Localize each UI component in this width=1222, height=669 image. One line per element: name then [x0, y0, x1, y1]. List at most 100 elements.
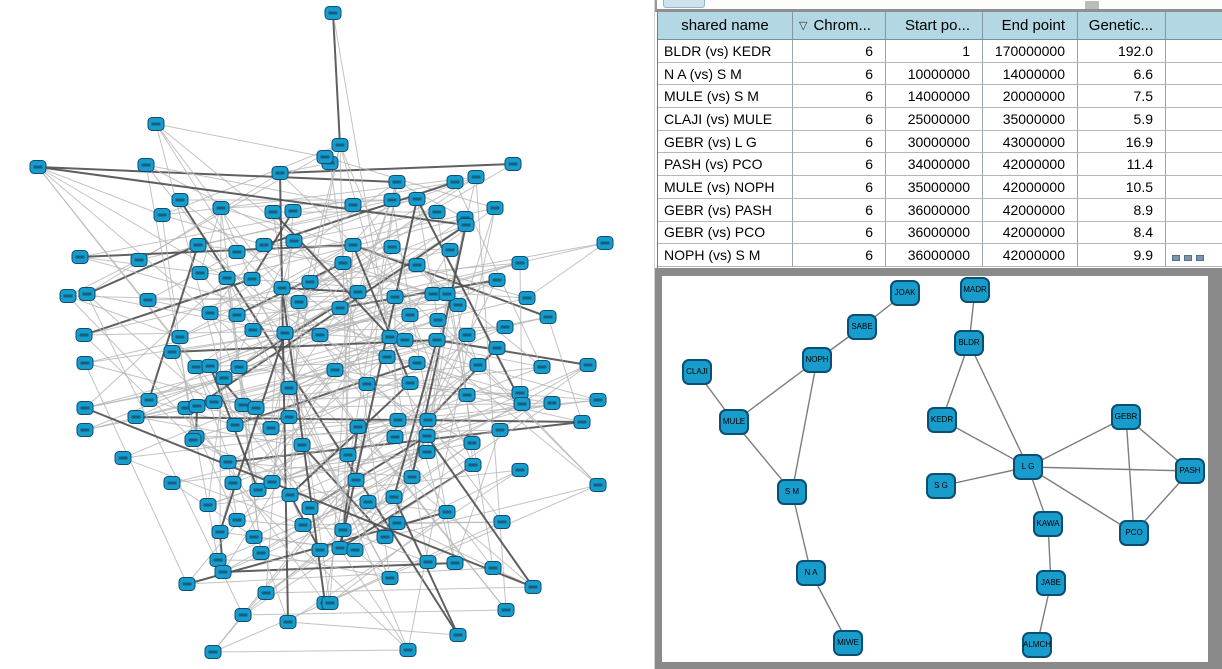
overview-node[interactable]	[401, 308, 419, 322]
overview-node[interactable]	[184, 433, 202, 447]
overview-node[interactable]	[271, 166, 289, 180]
overview-node[interactable]	[464, 458, 482, 472]
overview-node[interactable]	[493, 515, 511, 529]
overview-node[interactable]	[230, 360, 248, 374]
overview-node[interactable]	[326, 363, 344, 377]
detail-node-sabe[interactable]: SABE	[847, 314, 877, 340]
overview-node[interactable]	[381, 330, 399, 344]
overview-node[interactable]	[59, 289, 77, 303]
overview-node[interactable]	[219, 455, 237, 469]
overview-node[interactable]	[334, 256, 352, 270]
overview-node[interactable]	[147, 117, 165, 131]
overview-network-panel[interactable]	[0, 0, 655, 669]
overview-node[interactable]	[273, 281, 291, 295]
overview-node[interactable]	[349, 285, 367, 299]
table-row[interactable]: BLDR (vs) KEDR 6 1 170000000 192.0	[658, 40, 1222, 63]
overview-node[interactable]	[358, 377, 376, 391]
overview-node[interactable]	[212, 201, 230, 215]
detail-node-pash[interactable]: PASH	[1175, 458, 1205, 484]
table-row[interactable]: N A (vs) S M 6 10000000 14000000 6.6	[658, 62, 1222, 86]
overview-node[interactable]	[359, 495, 377, 509]
overview-node[interactable]	[209, 553, 227, 567]
overview-node[interactable]	[215, 371, 233, 385]
table-row[interactable]: GEBR (vs) PASH 6 36000000 42000000 8.9	[658, 198, 1222, 222]
overview-node[interactable]	[396, 333, 414, 347]
overview-node[interactable]	[346, 543, 364, 557]
overview-node[interactable]	[388, 516, 406, 530]
overview-node[interactable]	[496, 320, 514, 334]
overview-node[interactable]	[331, 541, 349, 555]
overview-node[interactable]	[488, 273, 506, 287]
column-header-startpo[interactable]: Start po...	[886, 12, 983, 40]
detail-node-sg[interactable]: S G	[926, 473, 956, 499]
table-row[interactable]: CLAJI (vs) MULE 6 25000000 35000000 5.9	[658, 108, 1222, 131]
detail-node-claji[interactable]: CLAJI	[682, 359, 712, 385]
column-header-endpoint[interactable]: End point	[983, 12, 1078, 40]
overview-node[interactable]	[205, 395, 223, 409]
overview-node[interactable]	[214, 565, 232, 579]
detail-node-madr[interactable]: MADR	[960, 277, 990, 303]
overview-node[interactable]	[139, 293, 157, 307]
overview-node[interactable]	[71, 250, 89, 264]
overview-node[interactable]	[244, 323, 262, 337]
detail-node-almch[interactable]: ALMCH	[1022, 632, 1052, 658]
overview-node[interactable]	[386, 290, 404, 304]
overview-node[interactable]	[171, 330, 189, 344]
overview-node[interactable]	[228, 513, 246, 527]
overview-node[interactable]	[171, 193, 189, 207]
overview-node[interactable]	[347, 473, 365, 487]
overview-node[interactable]	[458, 328, 476, 342]
overview-node[interactable]	[349, 420, 367, 434]
overview-node[interactable]	[539, 310, 557, 324]
overview-node[interactable]	[284, 204, 302, 218]
overview-node[interactable]	[399, 643, 417, 657]
column-header-spare[interactable]	[1166, 12, 1222, 40]
overview-node[interactable]	[140, 393, 158, 407]
overview-node[interactable]	[334, 523, 352, 537]
overview-node[interactable]	[344, 198, 362, 212]
overview-node[interactable]	[204, 645, 222, 659]
overview-node[interactable]	[301, 501, 319, 515]
overview-node[interactable]	[543, 396, 561, 410]
column-header-sharedname[interactable]: shared name	[658, 12, 793, 40]
column-header-genetic[interactable]: Genetic...	[1078, 12, 1166, 40]
overview-node[interactable]	[469, 358, 487, 372]
overview-node[interactable]	[408, 356, 426, 370]
overview-node[interactable]	[226, 418, 244, 432]
overview-node[interactable]	[127, 410, 145, 424]
overview-node[interactable]	[211, 525, 229, 539]
overview-node[interactable]	[513, 397, 531, 411]
overview-node[interactable]	[311, 328, 329, 342]
overview-node[interactable]	[276, 326, 294, 340]
overview-node[interactable]	[408, 192, 426, 206]
overview-node[interactable]	[252, 546, 270, 560]
overview-node[interactable]	[596, 236, 614, 250]
overview-node[interactable]	[383, 240, 401, 254]
overview-node[interactable]	[263, 475, 281, 489]
overview-node[interactable]	[467, 170, 485, 184]
overview-node[interactable]	[579, 358, 597, 372]
detail-node-sm[interactable]: S M	[777, 479, 807, 505]
table-row[interactable]: NOPH (vs) S M 6 36000000 42000000 9.9	[658, 244, 1222, 267]
overview-node[interactable]	[511, 463, 529, 477]
overview-node[interactable]	[408, 258, 426, 272]
overview-node[interactable]	[191, 266, 209, 280]
overview-node[interactable]	[228, 245, 246, 259]
overview-node[interactable]	[381, 571, 399, 585]
detail-node-gebr[interactable]: GEBR	[1111, 404, 1141, 430]
overview-node[interactable]	[76, 356, 94, 370]
overview-node[interactable]	[153, 208, 171, 222]
overview-node[interactable]	[573, 415, 591, 429]
table-row[interactable]: GEBR (vs) L G 6 30000000 43000000 16.9	[658, 130, 1222, 154]
overview-node[interactable]	[438, 505, 456, 519]
overview-node[interactable]	[383, 193, 401, 207]
panel-tab[interactable]	[663, 0, 705, 8]
overview-node[interactable]	[201, 306, 219, 320]
overview-node[interactable]	[438, 287, 456, 301]
overview-node[interactable]	[247, 401, 265, 415]
overview-node[interactable]	[389, 413, 407, 427]
detail-node-mule[interactable]: MULE	[719, 409, 749, 435]
overview-node[interactable]	[504, 157, 522, 171]
overview-node[interactable]	[403, 470, 421, 484]
overview-node[interactable]	[497, 603, 515, 617]
